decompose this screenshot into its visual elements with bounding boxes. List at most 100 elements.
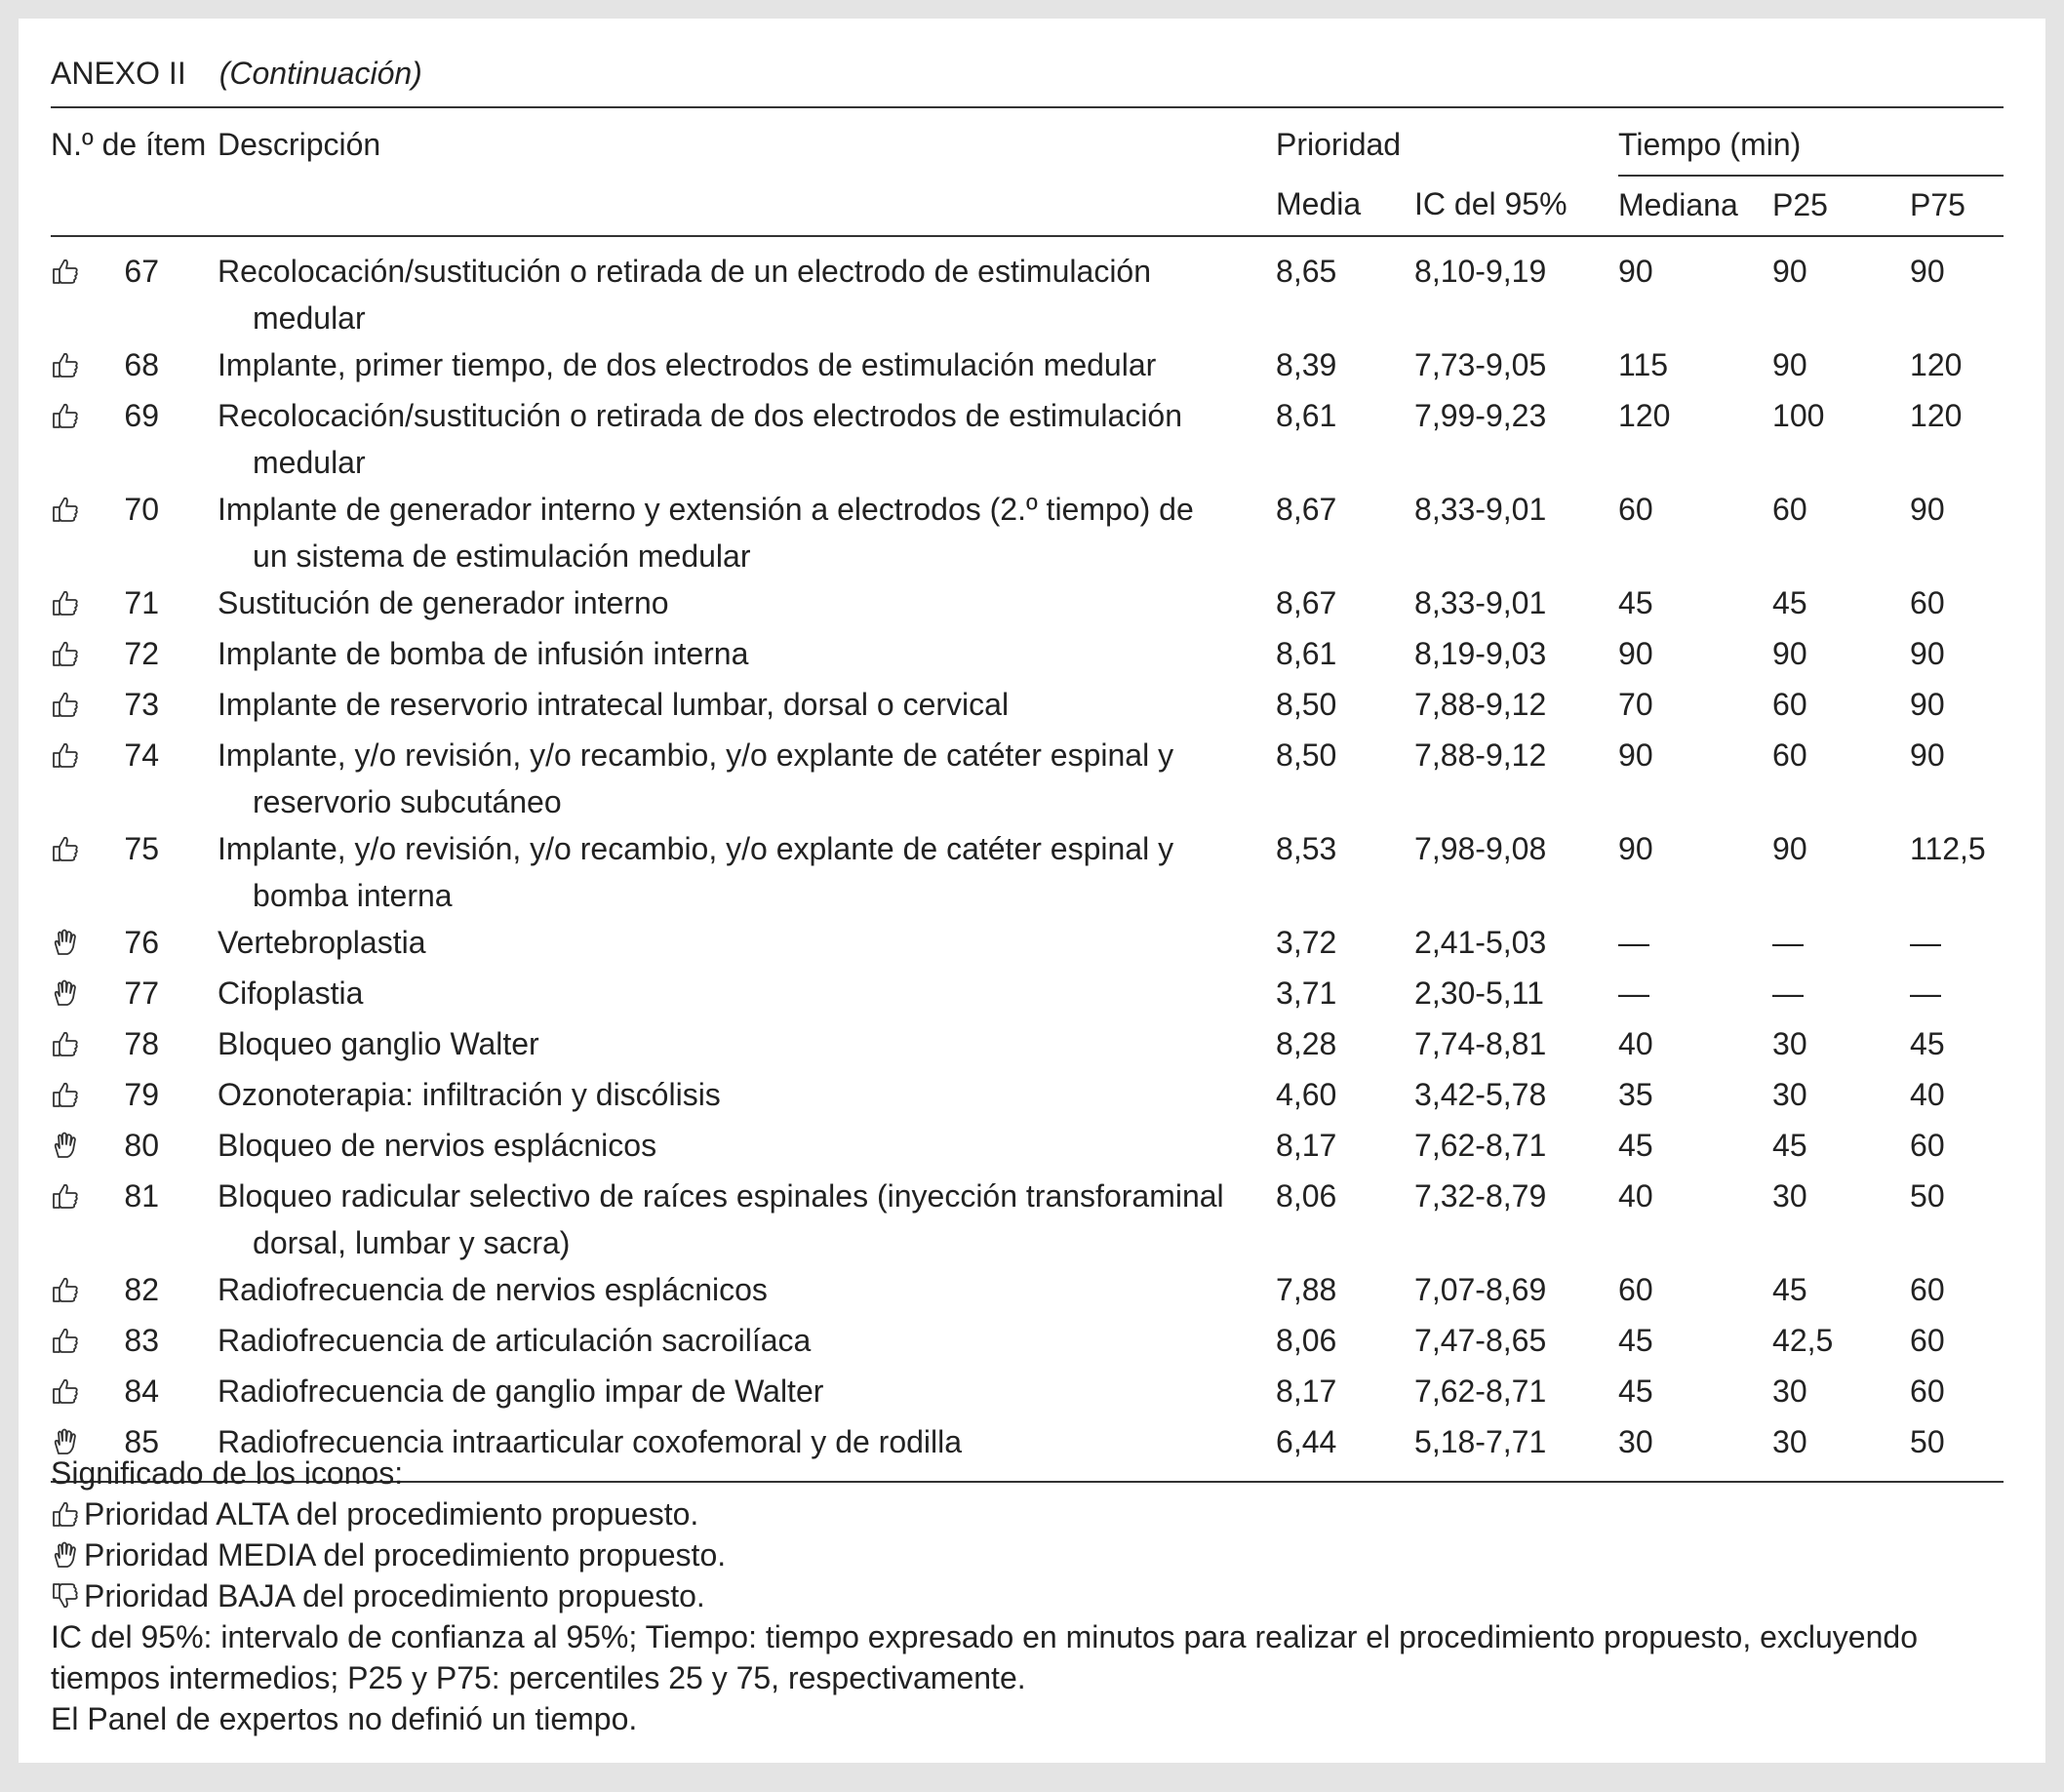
p75: 50 — [1910, 1178, 1945, 1214]
table-row: 68 Implante, primer tiempo, de dos electr… — [51, 341, 2004, 392]
item-number: 73 — [124, 687, 160, 722]
mean: 8,50 — [1276, 737, 1337, 773]
p25: 42,5 — [1772, 1323, 1834, 1358]
icon-medium — [51, 1540, 80, 1570]
item-number: 74 — [124, 737, 160, 773]
description: Bloqueo de nervios esplácnicos — [218, 1128, 657, 1163]
p75: 112,5 — [1910, 831, 1986, 866]
median: — — [1618, 925, 1650, 960]
col-header: N.º de ítem — [51, 106, 218, 237]
priority-icon — [51, 1173, 117, 1266]
table-row: 71 Sustitución de generador interno 8,67 8,… — [51, 579, 2004, 630]
description: Vertebroplastia — [218, 925, 426, 960]
p75: 50 — [1910, 1418, 2004, 1483]
mean: 8,50 — [1276, 687, 1337, 722]
p25: 30 — [1772, 1026, 1807, 1061]
p75: 90 — [1910, 254, 1945, 289]
median: 120 — [1618, 398, 1671, 433]
median: 40 — [1618, 1178, 1653, 1214]
mean: 8,67 — [1276, 492, 1337, 527]
col-header: Mediana — [1618, 176, 1773, 237]
median: 45 — [1618, 1374, 1653, 1409]
description: Bloqueo radicular selectivo de raíces es… — [218, 1178, 1224, 1260]
description: Sustitución de generador interno — [218, 585, 669, 620]
p25: 45 — [1772, 1272, 1807, 1307]
priority-icon — [51, 1122, 117, 1173]
table-row: 79 Ozonoterapia: infiltración y discólisi… — [51, 1071, 2004, 1122]
priority-icon — [51, 1020, 117, 1071]
median: 40 — [1618, 1026, 1653, 1061]
median: 60 — [1618, 492, 1653, 527]
description: Implante de reservorio intratecal lumbar… — [218, 687, 1010, 722]
p75: 60 — [1910, 585, 1945, 620]
ci: 7,62-8,71 — [1414, 1128, 1547, 1163]
p75: 45 — [1910, 1026, 1945, 1061]
col-header: Media — [1276, 176, 1415, 237]
annex-label: ANEXO II — [51, 56, 186, 91]
mean: 4,60 — [1276, 1077, 1337, 1112]
footnotes: Significado de los iconos: Prioridad ALT… — [51, 1453, 1992, 1739]
description: Cifoplastia — [218, 976, 364, 1011]
note: IC del 95%: intervalo de confianza al 95… — [51, 1619, 1918, 1695]
median: 35 — [1618, 1077, 1653, 1112]
priority-icon — [51, 825, 117, 919]
mean: 8,06 — [1276, 1178, 1337, 1214]
p75: — — [1910, 925, 1942, 960]
description: Implante, y/o revisión, y/o recambio, y/… — [218, 831, 1174, 913]
p75: 60 — [1910, 1128, 1945, 1163]
description: Recolocación/sustitución o retirada de u… — [218, 254, 1152, 336]
priority-icon — [51, 970, 117, 1020]
priority-icon — [51, 1266, 117, 1317]
mean: 8,17 — [1276, 1128, 1337, 1163]
description: Ozonoterapia: infiltración y discólisis — [218, 1077, 721, 1112]
table-row: 72 Implante de bomba de infusión interna 8… — [51, 630, 2004, 681]
description: Radiofrecuencia de articulación sacroilí… — [218, 1323, 812, 1358]
p25: 60 — [1772, 737, 1807, 773]
item-number: 70 — [124, 492, 160, 527]
median: 45 — [1618, 585, 1653, 620]
p75: 60 — [1910, 1272, 1945, 1307]
mean: 6,44 — [1276, 1418, 1415, 1483]
item-number: 67 — [124, 254, 160, 289]
table-row: 82 Radiofrecuencia de nervios esplácnicos… — [51, 1266, 2004, 1317]
table-row: 81 Bloqueo radicular selectivo de raíces … — [51, 1173, 2004, 1266]
p75: 120 — [1910, 347, 1963, 382]
median: 115 — [1618, 347, 1669, 382]
priority-icon — [51, 1368, 117, 1418]
p25: 90 — [1772, 347, 1807, 382]
item-number: 69 — [124, 398, 160, 433]
description: Radiofrecuencia intraarticular coxofemor… — [218, 1418, 1277, 1483]
mean: 3,72 — [1276, 925, 1337, 960]
ci: 7,47-8,65 — [1414, 1323, 1547, 1358]
table-row: 83 Radiofrecuencia de articulación sacroi… — [51, 1317, 2004, 1368]
note: El Panel de expertos no definió un tiemp… — [51, 1701, 638, 1736]
description: Implante, y/o revisión, y/o recambio, y/… — [218, 737, 1174, 819]
p75: 90 — [1910, 687, 1945, 722]
mean: 8,17 — [1276, 1374, 1337, 1409]
median: 90 — [1618, 636, 1653, 671]
ci: 8,19-9,03 — [1414, 636, 1547, 671]
icon-low — [51, 1581, 80, 1611]
legend-text: Prioridad ALTA del procedimiento propues… — [84, 1496, 699, 1532]
description: Recolocación/sustitución o retirada de d… — [218, 398, 1183, 480]
mean: 8,06 — [1276, 1323, 1337, 1358]
description: Radiofrecuencia de ganglio impar de Walt… — [218, 1374, 824, 1409]
priority-icon — [51, 1418, 117, 1483]
mean: 7,88 — [1276, 1272, 1337, 1307]
item-number: 83 — [124, 1323, 160, 1358]
legend-text: Prioridad MEDIA del procedimiento propue… — [84, 1537, 727, 1573]
p25: 90 — [1772, 254, 1807, 289]
ci: 7,74-8,81 — [1414, 1026, 1547, 1061]
p75: 60 — [1910, 1374, 1945, 1409]
table-row: 84 Radiofrecuencia de ganglio impar de Wa… — [51, 1368, 2004, 1418]
item-number: 71 — [124, 585, 160, 620]
priority-icon — [51, 681, 117, 732]
item-number: 77 — [124, 976, 160, 1011]
table-row: 73 Implante de reservorio intratecal lumb… — [51, 681, 2004, 732]
median: 30 — [1618, 1418, 1773, 1483]
col-header: Prioridad — [1276, 106, 1619, 176]
priority-icon — [51, 732, 117, 825]
table-row: 75 Implante, y/o revisión, y/o recambio, … — [51, 825, 2004, 919]
description: Implante de generador interno y extensió… — [218, 492, 1194, 574]
ci: 2,41-5,03 — [1414, 925, 1547, 960]
